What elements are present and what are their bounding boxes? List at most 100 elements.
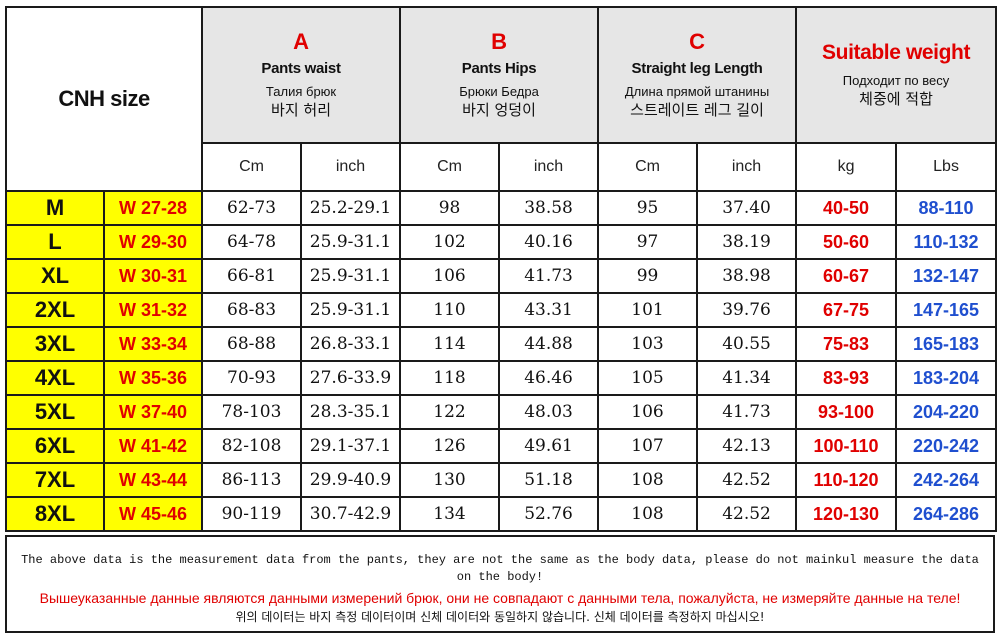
leg-inch-cell: 39.76: [696, 292, 798, 328]
leg-cm-cell: 108: [597, 496, 699, 532]
hips-cm-cell: 122: [399, 394, 501, 430]
waist-cm-cell: 82-108: [201, 428, 303, 464]
header-weight-title: Suitable weight: [822, 41, 971, 64]
weight-lbs-cell: 110-132: [895, 224, 998, 260]
weight-kg-cell: 67-75: [795, 292, 898, 328]
hips-inch-cell: 49.61: [498, 428, 600, 464]
waist-cm-cell: 64-78: [201, 224, 303, 260]
unit-inch: inch: [696, 142, 798, 192]
header-letter: B: [491, 29, 507, 54]
waist-inch-cell: 29.9-40.9: [300, 462, 402, 498]
waist-inch-cell: 29.1-37.1: [300, 428, 402, 464]
hips-inch-cell: 51.18: [498, 462, 600, 498]
hips-cm-cell: 106: [399, 258, 501, 294]
hips-inch-cell: 40.16: [498, 224, 600, 260]
weight-lbs-cell: 183-204: [895, 360, 998, 396]
table-row: 5XL W 37-40 78-103 28.3-35.1 122 48.03 106 41.7…: [5, 394, 998, 430]
waist-size-cell: W 33-34: [102, 326, 204, 362]
waist-cm-cell: 70-93: [201, 360, 303, 396]
header-letter: A: [293, 29, 309, 54]
size-table: CNH size A Pants waist Талия брюк 바지 허리 …: [4, 6, 998, 532]
size-cell: L: [5, 224, 105, 260]
unit-inch: inch: [300, 142, 402, 192]
weight-kg-cell: 50-60: [795, 224, 898, 260]
header-korean: 바지 허리: [271, 101, 331, 119]
weight-kg-cell: 120-130: [795, 496, 898, 532]
waist-inch-cell: 30.7-42.9: [300, 496, 402, 532]
hips-inch-cell: 44.88: [498, 326, 600, 362]
leg-cm-cell: 99: [597, 258, 699, 294]
hips-cm-cell: 110: [399, 292, 501, 328]
waist-cm-cell: 68-83: [201, 292, 303, 328]
waist-inch-cell: 28.3-35.1: [300, 394, 402, 430]
size-cell: 7XL: [5, 462, 105, 498]
header-russian: Талия брюк: [265, 84, 337, 99]
weight-lbs-cell: 88-110: [895, 190, 998, 226]
hips-inch-cell: 43.31: [498, 292, 600, 328]
leg-inch-cell: 42.52: [696, 462, 798, 498]
header-letter: C: [689, 29, 705, 54]
unit-row: Cm inch Cm inch Cm inch kg Lbs: [6, 142, 998, 192]
waist-inch-cell: 25.9-31.1: [300, 224, 402, 260]
waist-inch-cell: 25.9-31.1: [300, 258, 402, 294]
table-row: 2XL W 31-32 68-83 25.9-31.1 110 43.31 101 39.76…: [5, 292, 998, 328]
hips-inch-cell: 46.46: [498, 360, 600, 396]
leg-inch-cell: 42.13: [696, 428, 798, 464]
waist-inch-cell: 25.2-29.1: [300, 190, 402, 226]
unit-cm: Cm: [597, 142, 699, 192]
hips-cm-cell: 114: [399, 326, 501, 362]
size-cell: 6XL: [5, 428, 105, 464]
waist-cm-cell: 62-73: [201, 190, 303, 226]
table-row: 6XL W 41-42 82-108 29.1-37.1 126 49.61 107 42.1…: [5, 428, 998, 464]
waist-cm-cell: 78-103: [201, 394, 303, 430]
header-title: Pants Hips: [461, 60, 537, 77]
size-cell: XL: [5, 258, 105, 294]
header-title: Pants waist: [261, 60, 341, 77]
leg-cm-cell: 107: [597, 428, 699, 464]
weight-lbs-cell: 165-183: [895, 326, 998, 362]
hips-cm-cell: 130: [399, 462, 501, 498]
leg-inch-cell: 38.19: [696, 224, 798, 260]
header-russian: Подходит по весу: [842, 73, 950, 88]
weight-lbs-cell: 132-147: [895, 258, 998, 294]
leg-inch-cell: 41.73: [696, 394, 798, 430]
header-korean: 바지 엉덩이: [462, 101, 536, 119]
waist-size-cell: W 45-46: [102, 496, 204, 532]
note-russian: Вышеуказанные данные являются данными из…: [39, 590, 961, 606]
header-row: CNH size A Pants waist Талия брюк 바지 허리 …: [4, 6, 998, 192]
waist-inch-cell: 26.8-33.1: [300, 326, 402, 362]
size-cell: 3XL: [5, 326, 105, 362]
table-row: 3XL W 33-34 68-88 26.8-33.1 114 44.88 103 40.55…: [5, 326, 998, 362]
waist-cm-cell: 90-119: [201, 496, 303, 532]
waist-size-cell: W 41-42: [102, 428, 204, 464]
weight-kg-cell: 100-110: [795, 428, 898, 464]
table-row: 7XL W 43-44 86-113 29.9-40.9 130 51.18 108 42.5…: [5, 462, 998, 498]
unit-inch: inch: [498, 142, 600, 192]
weight-kg-cell: 60-67: [795, 258, 898, 294]
waist-inch-cell: 27.6-33.9: [300, 360, 402, 396]
table-row: XL W 30-31 66-81 25.9-31.1 106 41.73 99 38.98 60…: [5, 258, 998, 294]
header-suitable-weight: Suitable weight Подходит по весу 체중에 적합: [795, 6, 998, 144]
leg-inch-cell: 38.98: [696, 258, 798, 294]
weight-lbs-cell: 242-264: [895, 462, 998, 498]
hips-cm-cell: 102: [399, 224, 501, 260]
waist-size-cell: W 27-28: [102, 190, 204, 226]
header-korean: 스트레이트 레그 길이: [630, 101, 764, 119]
leg-cm-cell: 97: [597, 224, 699, 260]
hips-cm-cell: 126: [399, 428, 501, 464]
header-title: Straight leg Length: [631, 60, 763, 77]
weight-lbs-cell: 264-286: [895, 496, 998, 532]
header-russian: Брюки Бедра: [459, 84, 539, 99]
leg-inch-cell: 41.34: [696, 360, 798, 396]
size-cell: 8XL: [5, 496, 105, 532]
hips-inch-cell: 48.03: [498, 394, 600, 430]
leg-cm-cell: 106: [597, 394, 699, 430]
waist-inch-cell: 25.9-31.1: [300, 292, 402, 328]
hips-cm-cell: 134: [399, 496, 501, 532]
header-korean: 체중에 적합: [859, 90, 933, 108]
weight-kg-cell: 93-100: [795, 394, 898, 430]
leg-cm-cell: 95: [597, 190, 699, 226]
